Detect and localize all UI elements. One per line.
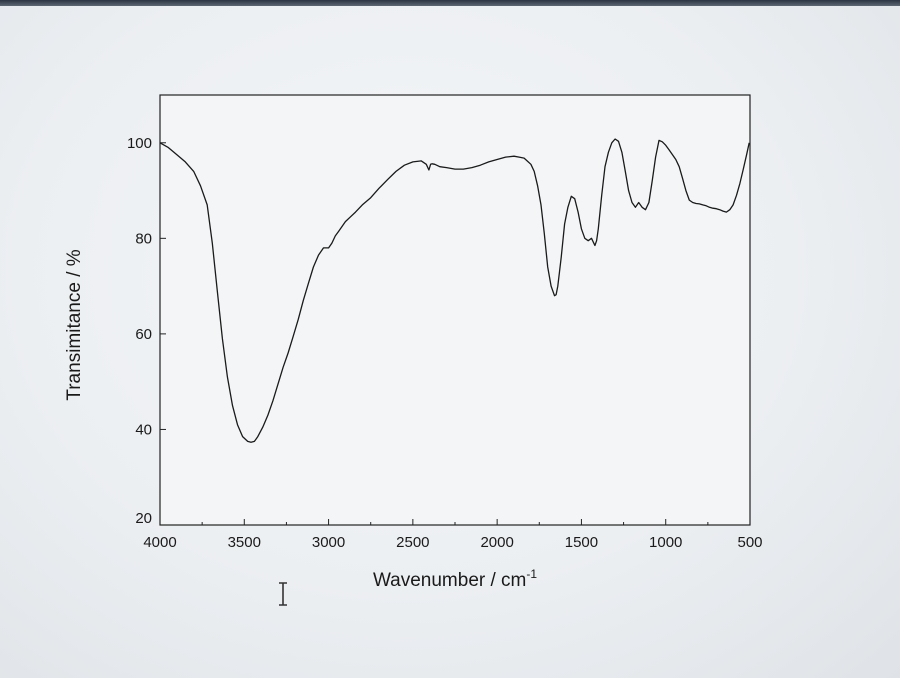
x-tick-label: 4000 — [143, 534, 176, 551]
x-tick-label: 1500 — [565, 534, 598, 551]
window-top-edge — [0, 0, 900, 6]
y-tick-label: 60 — [135, 326, 152, 343]
y-tick-label: 20 — [135, 510, 152, 527]
plot-area-frame — [159, 94, 751, 526]
x-tick-label: 2000 — [480, 534, 513, 551]
x-tick-label: 3000 — [312, 534, 345, 551]
y-tick-label: 100 — [127, 135, 152, 152]
series-line-transmittance — [159, 138, 750, 443]
x-tick-label: 500 — [737, 534, 762, 551]
y-tick-label: 40 — [135, 421, 152, 438]
x-axis-ticks: 4000 3500 3000 2500 2000 1500 1000 500 — [143, 519, 763, 551]
y-axis-ticks: 20 40 60 80 100 — [127, 135, 166, 527]
x-tick-label: 2500 — [396, 534, 429, 551]
x-tick-label: 1000 — [649, 534, 682, 551]
x-axis-title: Wavenumber / cm-1 — [373, 567, 537, 591]
y-tick-label: 80 — [135, 230, 152, 247]
x-tick-label: 3500 — [228, 534, 261, 551]
text-cursor-icon — [279, 582, 287, 606]
y-axis-title: Transimitance / % — [64, 249, 85, 400]
